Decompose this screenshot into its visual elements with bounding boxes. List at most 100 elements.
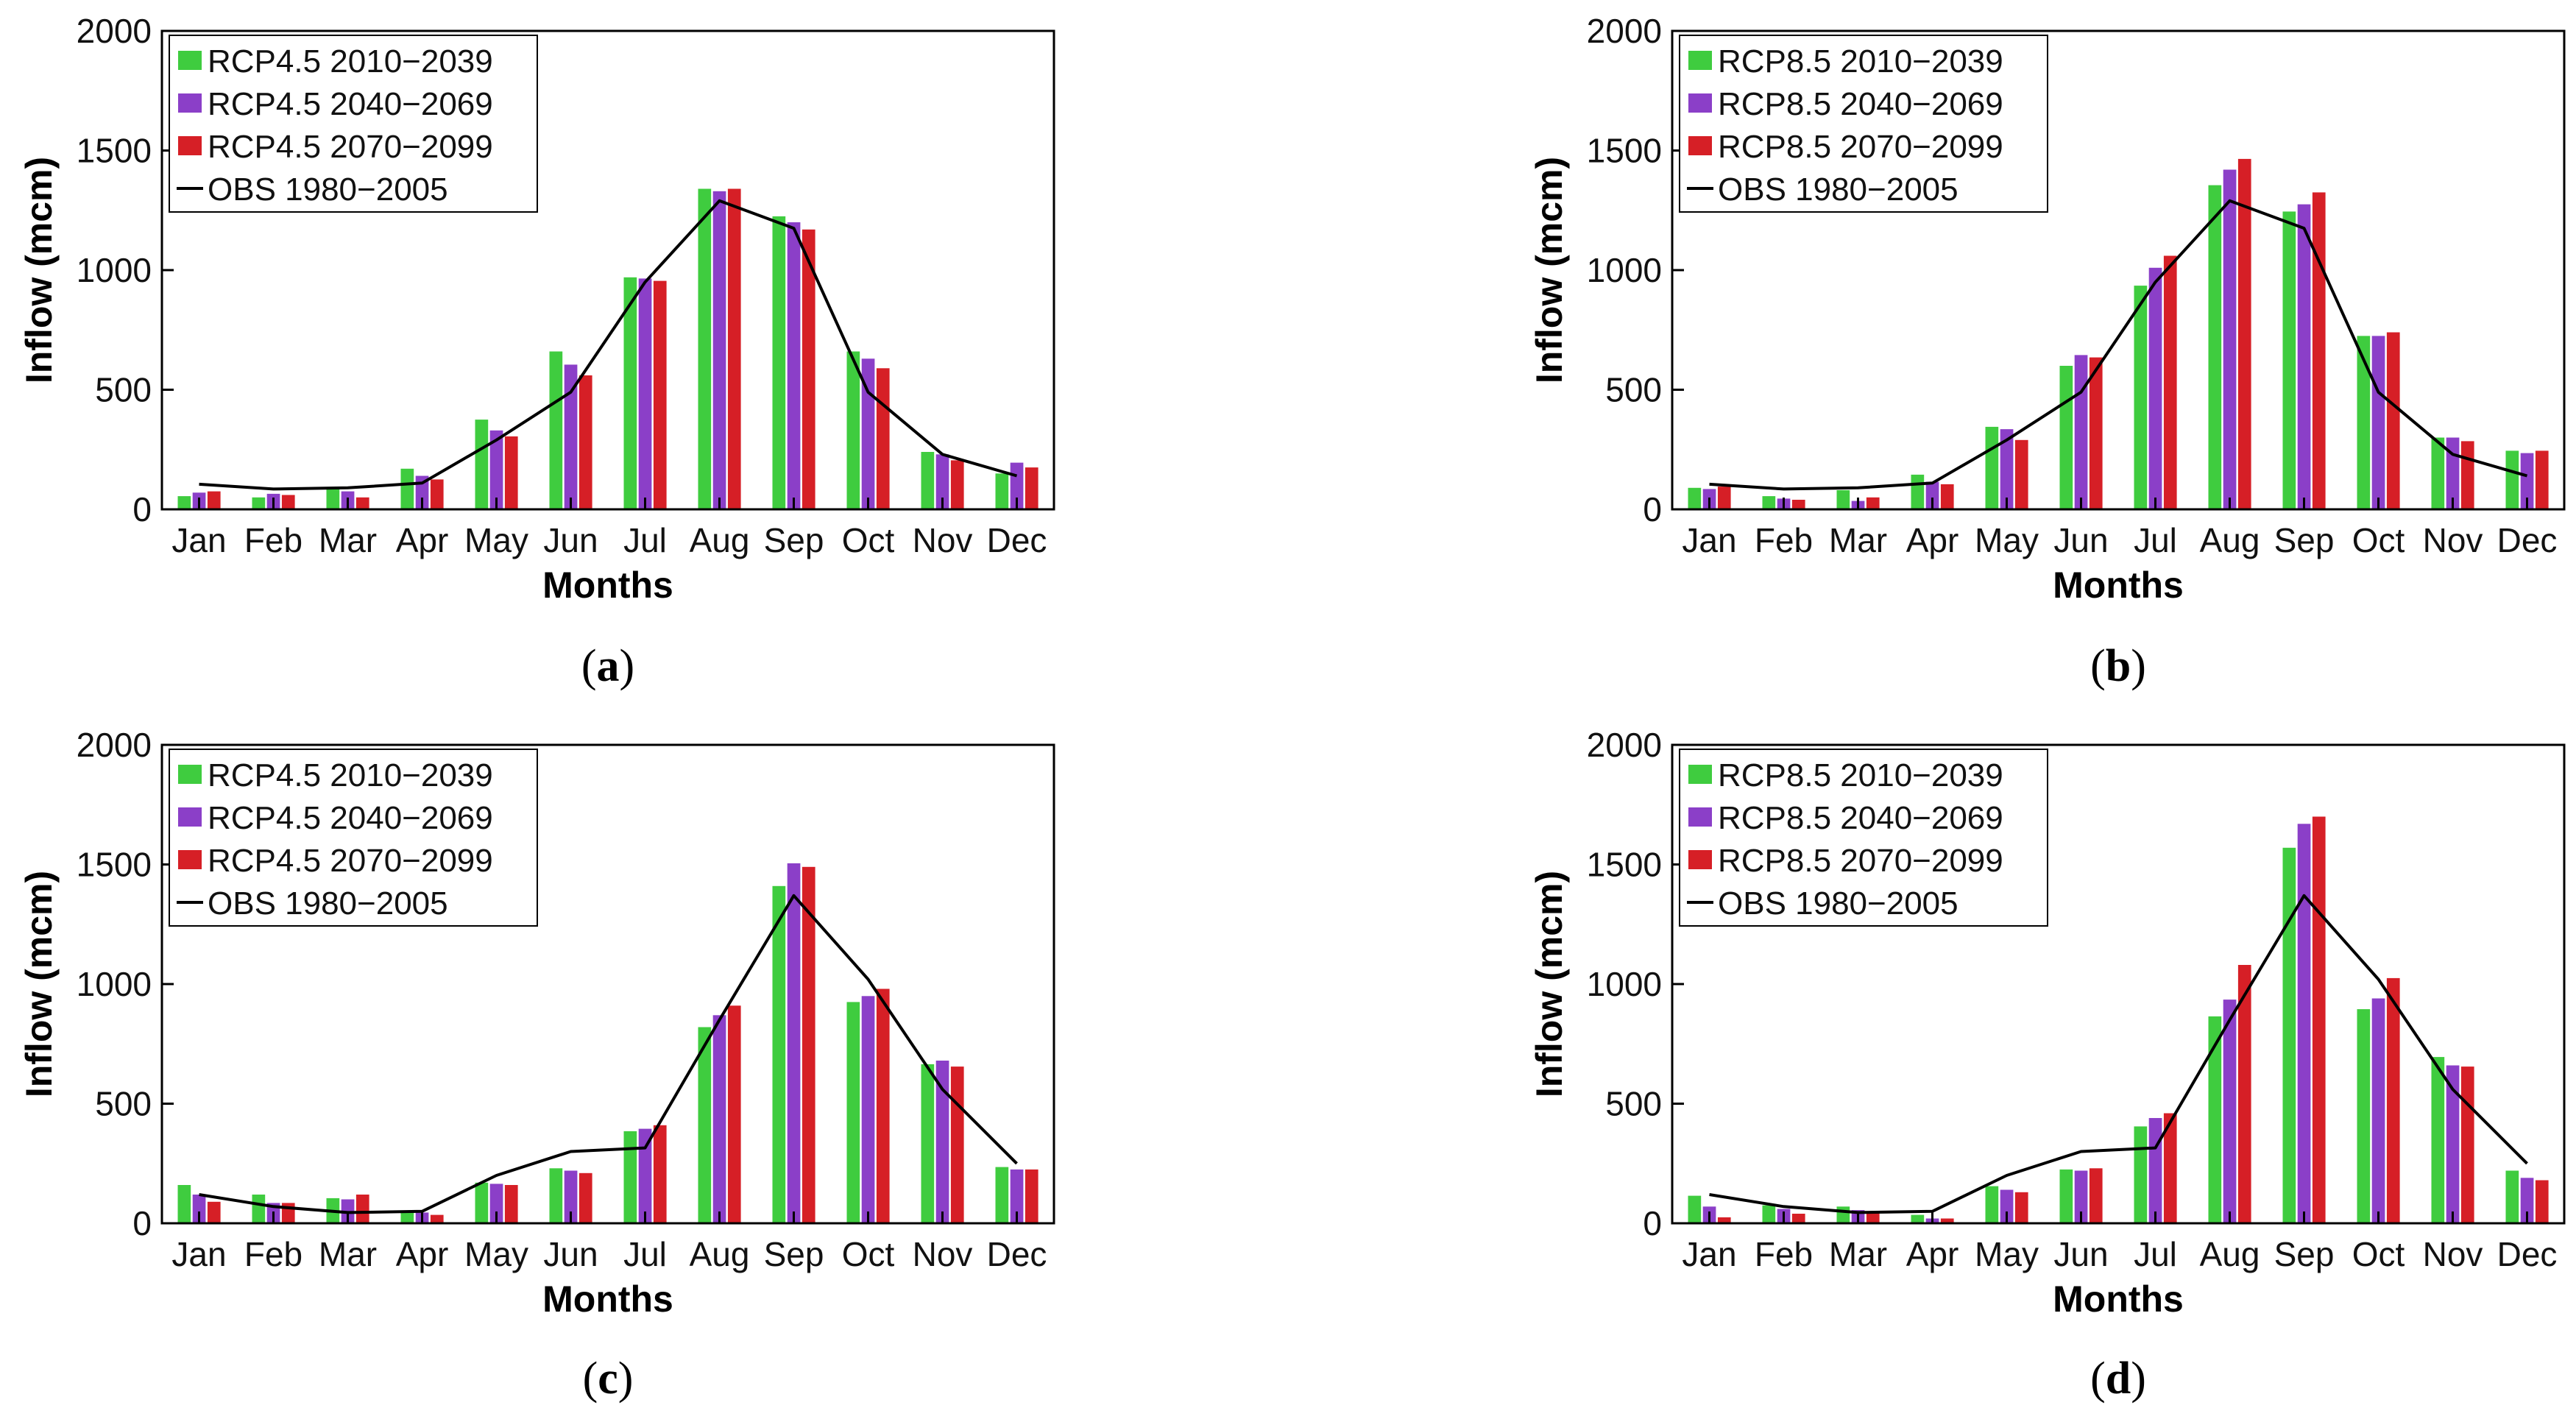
chart-panel-c: 0 500 1000 1500 2000 Jan Feb Mar Apr May Jun Jul Aug… bbox=[18, 726, 1055, 1404]
obs-line bbox=[1709, 894, 2528, 1214]
x-tick-label: Jan bbox=[1682, 521, 1736, 559]
x-tick-label: Jun bbox=[2053, 521, 2108, 559]
legend: RCP8.5 2010−2039 RCP8.5 2040−2069 RCP8.5 2… bbox=[1679, 35, 2048, 213]
bar-series-2 bbox=[2223, 1000, 2237, 1223]
panel-caption: (c) bbox=[583, 1354, 634, 1404]
caption-paren: ) bbox=[2131, 641, 2146, 691]
x-tick-label: Jun bbox=[543, 521, 598, 559]
bar-series-1 bbox=[1985, 1186, 1999, 1223]
x-tick-label: Nov bbox=[913, 521, 973, 559]
bar-series-2 bbox=[638, 278, 652, 509]
caption-letter: b bbox=[2106, 641, 2131, 691]
x-tick-label: Jul bbox=[623, 1235, 667, 1273]
legend-label: RCP8.5 2040−2069 bbox=[1718, 86, 2003, 122]
legend-label: RCP4.5 2010−2039 bbox=[208, 43, 493, 79]
x-tick-label: Dec bbox=[987, 1235, 1047, 1273]
bar-series-2 bbox=[2148, 267, 2162, 510]
bar-series-2 bbox=[2223, 169, 2237, 509]
bar-series-3 bbox=[2535, 1180, 2549, 1223]
bar-series-2 bbox=[861, 996, 875, 1224]
bar-series-3 bbox=[2014, 439, 2028, 510]
caption-letter: c bbox=[598, 1354, 618, 1404]
y-axis-title: Inflow (mcm) bbox=[18, 871, 60, 1097]
bar-series-3 bbox=[950, 460, 964, 509]
bar-series-2 bbox=[935, 454, 949, 510]
bar-series-3 bbox=[2386, 977, 2400, 1223]
legend-box bbox=[1679, 749, 2048, 927]
panel-caption: (d) bbox=[2090, 1354, 2146, 1404]
bar-series-3 bbox=[802, 229, 815, 510]
x-axis-title: Months bbox=[542, 565, 673, 606]
bar-series-1 bbox=[2357, 1009, 2371, 1223]
caption-paren: ) bbox=[2131, 1354, 2146, 1404]
x-tick-label: Jul bbox=[2134, 521, 2177, 559]
obs-line bbox=[199, 894, 1018, 1214]
legend-label: RCP4.5 2010−2039 bbox=[208, 757, 493, 793]
y-tick-label: 2000 bbox=[77, 726, 152, 764]
bar-series-2 bbox=[192, 1195, 206, 1223]
bar-series-3 bbox=[2014, 1192, 2028, 1224]
bar-series-3 bbox=[355, 497, 369, 510]
bar-series-3 bbox=[950, 1066, 964, 1223]
bar-series-1 bbox=[549, 1168, 563, 1224]
x-tick-label: Nov bbox=[2423, 1235, 2483, 1273]
y-axis-title: Inflow (mcm) bbox=[18, 157, 60, 383]
bar-series-2 bbox=[2074, 355, 2088, 509]
y-tick-label: 0 bbox=[1643, 490, 1662, 528]
bar-series-1 bbox=[846, 1002, 860, 1223]
bar-series-2 bbox=[712, 1015, 726, 1224]
bar-series-1 bbox=[2282, 211, 2296, 509]
chart-panel-b: 0 500 1000 1500 2000 Jan Feb Mar Apr May Jun Jul Aug… bbox=[1529, 12, 2566, 691]
x-axis-title: Months bbox=[2053, 1278, 2184, 1320]
bar-series-3 bbox=[2460, 441, 2474, 509]
y-tick-label: 1500 bbox=[1587, 132, 1662, 170]
legend-swatch-series-3 bbox=[1688, 136, 1712, 155]
bar-series-1 bbox=[549, 351, 563, 509]
bar-series-3 bbox=[2386, 332, 2400, 509]
bar-series-3 bbox=[2163, 255, 2177, 509]
bar-series-3 bbox=[207, 1201, 221, 1224]
x-tick-label: Dec bbox=[2497, 521, 2558, 559]
x-tick-label: Sep bbox=[764, 1235, 824, 1273]
x-tick-label: Mar bbox=[1829, 521, 1887, 559]
y-axis-title: Inflow (mcm) bbox=[1529, 871, 1570, 1097]
bar-series-2 bbox=[2371, 998, 2385, 1223]
bar-series-2 bbox=[564, 364, 578, 509]
bar-series-3 bbox=[1791, 1214, 1805, 1223]
x-tick-label: Jul bbox=[2134, 1235, 2177, 1273]
y-tick-label: 1000 bbox=[1587, 251, 1662, 289]
bar-series-3 bbox=[727, 1005, 741, 1224]
bar-series-2 bbox=[2074, 1170, 2088, 1223]
panel-caption: (b) bbox=[2090, 641, 2146, 691]
bar-series-3 bbox=[1717, 487, 1731, 509]
bar-series-2 bbox=[489, 1184, 503, 1223]
bar-series-1 bbox=[1762, 496, 1776, 509]
bar-series-3 bbox=[653, 280, 667, 509]
bar-series-2 bbox=[489, 430, 503, 510]
bar-series-2 bbox=[712, 191, 726, 510]
bar-series-1 bbox=[2134, 1126, 2148, 1223]
x-tick-label: Sep bbox=[2274, 1235, 2335, 1273]
x-tick-label: Feb bbox=[244, 521, 302, 559]
x-tick-label: Sep bbox=[764, 521, 824, 559]
bar-series-3 bbox=[578, 375, 592, 509]
bar-series-2 bbox=[1925, 481, 1939, 509]
legend-label: RCP8.5 2010−2039 bbox=[1718, 757, 2003, 793]
legend-swatch-series-2 bbox=[178, 807, 202, 827]
y-tick-label: 500 bbox=[1605, 1085, 1662, 1123]
bar-series-3 bbox=[207, 491, 221, 509]
bar-series-1 bbox=[772, 885, 786, 1224]
x-tick-label: May bbox=[1975, 1235, 2039, 1273]
bar-series-2 bbox=[2000, 1189, 2014, 1223]
y-axis-title: Inflow (mcm) bbox=[1529, 157, 1570, 383]
x-tick-label: Apr bbox=[396, 1235, 449, 1273]
x-tick-label: Feb bbox=[1755, 521, 1813, 559]
legend-label: RCP4.5 2070−2099 bbox=[208, 843, 493, 879]
bar-series-1 bbox=[252, 497, 266, 510]
bar-series-2 bbox=[1010, 1169, 1024, 1223]
legend-label: OBS 1980−2005 bbox=[208, 885, 448, 922]
legend-label: OBS 1980−2005 bbox=[208, 171, 448, 208]
y-tick-label: 1000 bbox=[77, 251, 152, 289]
bar-series-1 bbox=[772, 216, 786, 509]
